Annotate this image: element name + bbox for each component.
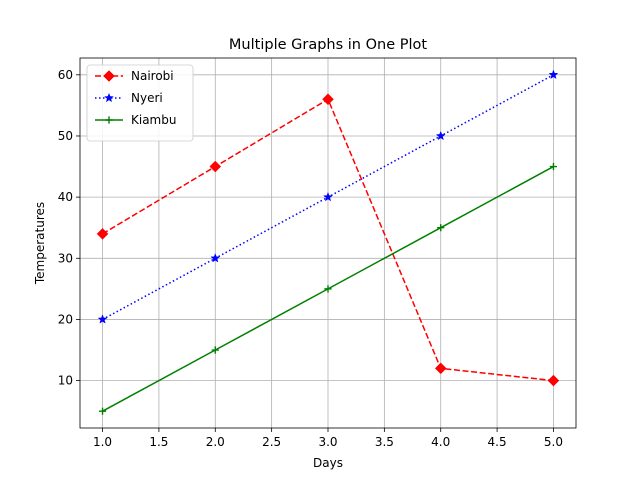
data-point-nairobi bbox=[96, 227, 109, 240]
x-tick-label: 2.0 bbox=[206, 435, 225, 449]
chart-title: Multiple Graphs in One Plot bbox=[229, 37, 427, 53]
legend-marker-nairobi bbox=[103, 70, 115, 82]
legend-marker-kiambu bbox=[105, 116, 113, 124]
y-tick-label: 10 bbox=[58, 374, 73, 388]
data-point-nairobi bbox=[434, 362, 447, 375]
legend-label-nyeri: Nyeri bbox=[131, 91, 163, 105]
y-tick-label: 20 bbox=[58, 312, 73, 326]
data-point-nyeri bbox=[323, 191, 333, 202]
y-axis-label: Temperatures bbox=[33, 202, 47, 285]
legend-marker-nyeri bbox=[104, 92, 114, 103]
series-kiambu bbox=[98, 162, 558, 415]
legend-label-kiambu: Kiambu bbox=[131, 113, 176, 127]
series-layer bbox=[96, 69, 560, 415]
data-point-kiambu bbox=[324, 285, 332, 293]
axis-ticks: 1.0 1.5 2.0 2.5 3.0 3.5 4.0 4.5 5.0 10 20 30 40 50 60 bbox=[58, 68, 563, 449]
data-point-kiambu bbox=[211, 346, 219, 354]
legend-label-nairobi: Nairobi bbox=[131, 69, 174, 83]
x-tick-label: 4.5 bbox=[488, 435, 507, 449]
data-point-nyeri bbox=[548, 69, 559, 80]
x-tick-label: 4.0 bbox=[431, 435, 450, 449]
legend-item-nyeri: Nyeri bbox=[95, 91, 163, 105]
data-point-nyeri bbox=[97, 314, 108, 324]
data-point-nairobi bbox=[547, 374, 560, 387]
legend-item-nairobi: Nairobi bbox=[95, 69, 174, 83]
legend: Nairobi Nyeri Kiambu bbox=[86, 64, 194, 142]
x-tick-label: 2.5 bbox=[262, 435, 281, 449]
legend-box bbox=[86, 64, 194, 142]
x-tick-label: 5.0 bbox=[544, 435, 563, 449]
data-point-kiambu bbox=[549, 162, 558, 171]
y-tick-label: 60 bbox=[58, 68, 73, 82]
x-tick-label: 1.0 bbox=[93, 435, 112, 449]
series-nyeri bbox=[97, 69, 559, 324]
data-point-nairobi bbox=[322, 93, 334, 106]
y-tick-label: 30 bbox=[58, 251, 73, 265]
series-nairobi bbox=[96, 93, 560, 387]
data-point-kiambu bbox=[437, 224, 445, 232]
x-tick-label: 1.5 bbox=[149, 435, 168, 449]
data-point-nyeri bbox=[210, 253, 221, 263]
data-point-nairobi bbox=[209, 160, 222, 173]
y-tick-label: 50 bbox=[58, 129, 73, 143]
x-tick-label: 3.0 bbox=[318, 435, 337, 449]
x-axis-label: Days bbox=[313, 456, 343, 470]
data-point-nyeri bbox=[435, 130, 446, 141]
legend-item-kiambu: Kiambu bbox=[95, 113, 176, 127]
data-point-kiambu bbox=[98, 407, 107, 415]
y-tick-label: 40 bbox=[58, 190, 73, 204]
x-tick-label: 3.5 bbox=[375, 435, 394, 449]
